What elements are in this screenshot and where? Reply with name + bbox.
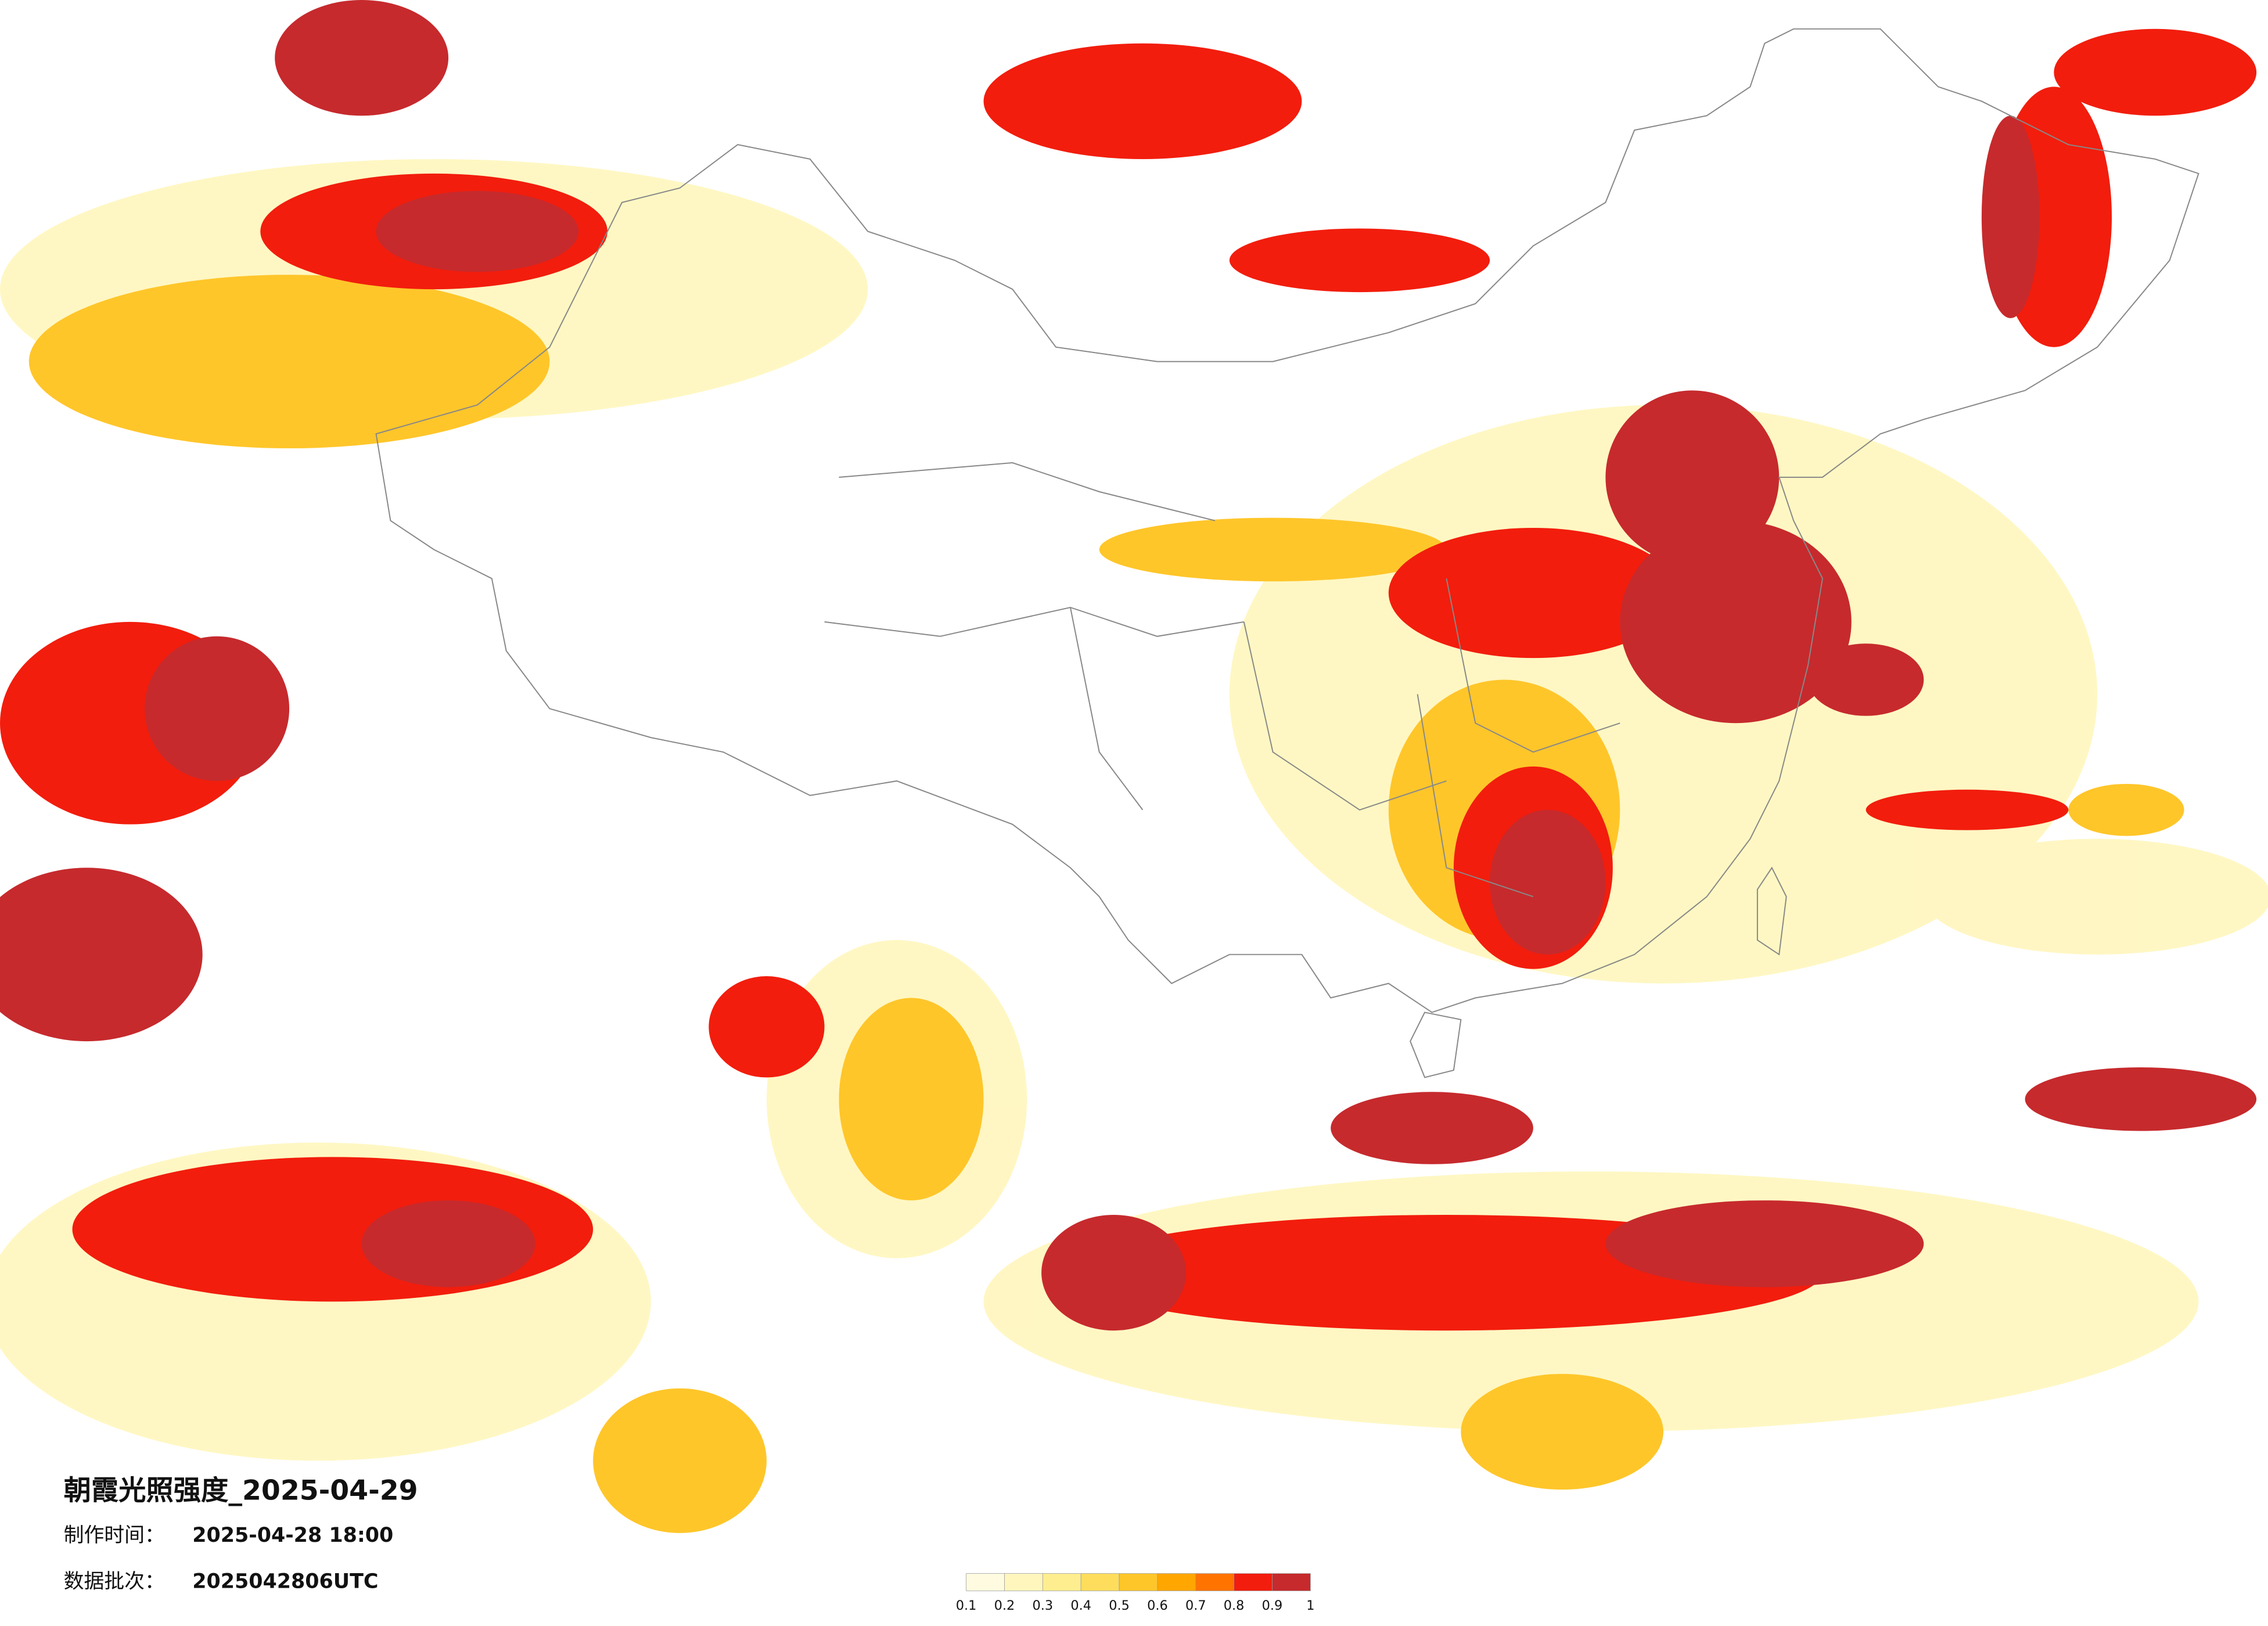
legend-tick-label: 0.9: [1262, 1598, 1283, 1613]
legend-tick-label: 1: [1306, 1598, 1314, 1613]
batch-value: 2025042806UTC: [192, 1570, 378, 1593]
legend-tick-label: 0.1: [956, 1598, 977, 1613]
legend-tick-label: 0.2: [994, 1598, 1015, 1613]
legend-tick-label: 0.6: [1147, 1598, 1168, 1613]
legend-tick-label: 0.4: [1070, 1598, 1091, 1613]
legend-tick-label: 0.8: [1224, 1598, 1245, 1613]
legend-swatch: [1195, 1573, 1234, 1591]
legend-tick-label: 0.5: [1109, 1598, 1130, 1613]
make-time-label: 制作时间：: [64, 1524, 165, 1547]
legend-swatch: [1004, 1573, 1043, 1591]
legend-swatch: [1157, 1573, 1196, 1591]
make-time-value: 2025-04-28 18:00: [192, 1524, 393, 1547]
legend-swatch: [966, 1573, 1005, 1591]
borders: [375, 28, 2199, 1078]
intensity-field: [0, 0, 2268, 1533]
legend-tick-label: 0.3: [1033, 1598, 1054, 1613]
legend-swatch: [1080, 1573, 1120, 1591]
legend-swatch: [1272, 1573, 1311, 1591]
legend-tick-label: 0.7: [1185, 1598, 1206, 1613]
legend: 0.1 0.2 0.3 0.4 0.5 0.6 0.7 0.8 0.9 1: [956, 1573, 1314, 1613]
legend-swatch: [1119, 1573, 1158, 1591]
legend-swatch: [1042, 1573, 1081, 1591]
batch-label: 数据批次：: [64, 1570, 165, 1593]
legend-swatch: [1234, 1573, 1273, 1591]
map-title: 朝霞光照强度_2025-04-29: [64, 1475, 418, 1507]
